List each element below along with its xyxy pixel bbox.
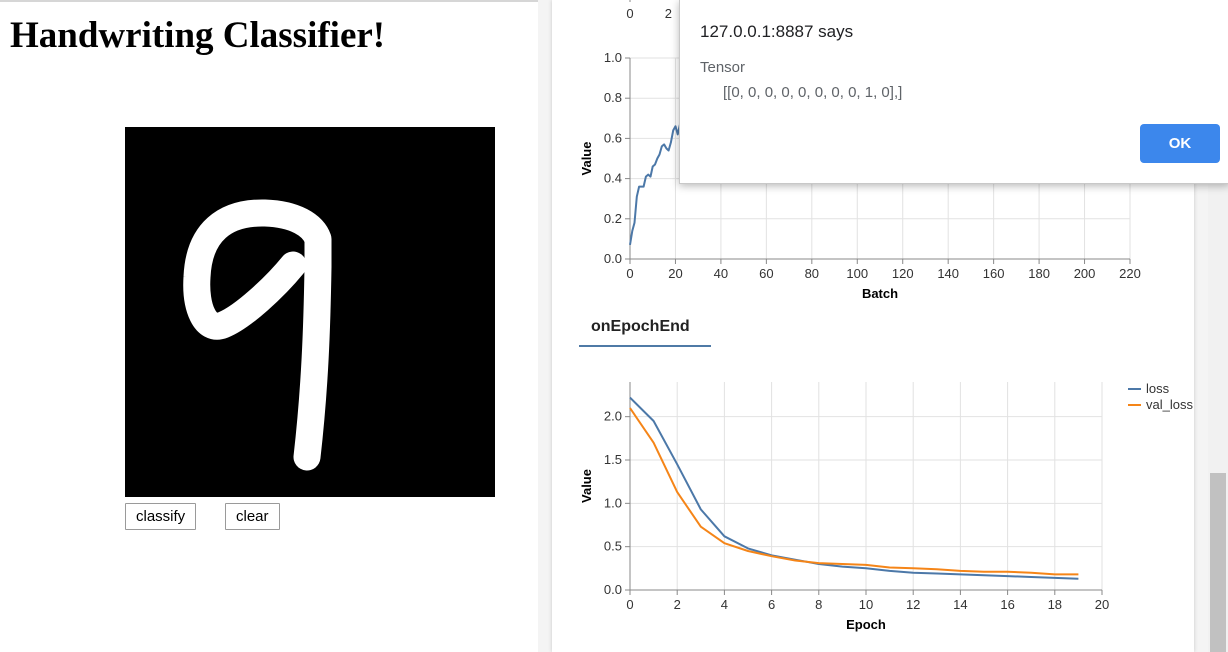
x-tick-label: 12 xyxy=(906,597,920,612)
x-tick-label: 80 xyxy=(805,266,819,281)
page-title: Handwriting Classifier! xyxy=(10,15,386,56)
legend-label-loss: loss xyxy=(1146,381,1170,396)
series-line-loss xyxy=(629,396,1079,580)
dialog-title: 127.0.0.1:8887 says xyxy=(700,22,854,41)
classify-button[interactable]: classify xyxy=(125,503,197,530)
y-tick-label: 1.0 xyxy=(604,50,622,65)
ok-button[interactable]: OK xyxy=(1140,124,1220,163)
x-tick-label: 14 xyxy=(953,597,967,612)
x-tick-label: 120 xyxy=(892,266,914,281)
drawn-digit-stroke: 9 xyxy=(183,199,332,471)
x-tick-label: 20 xyxy=(1095,597,1109,612)
x-tick-label: 40 xyxy=(714,266,728,281)
dialog-message: [[0, 0, 0, 0, 0, 0, 0, 0, 1, 0],] xyxy=(723,84,903,101)
tab-onepochend[interactable]: onEpochEnd xyxy=(591,318,690,335)
y-tick-label: 0.2 xyxy=(604,211,622,226)
y-tick-label: 0.6 xyxy=(604,130,622,145)
legend-label-val_loss: val_loss xyxy=(1146,397,1193,412)
x-axis-title: Epoch xyxy=(846,617,886,632)
dialog-label: Tensor xyxy=(700,59,746,76)
y-tick-label: 2.0 xyxy=(604,409,622,424)
x-tick-label: 10 xyxy=(859,597,873,612)
x-tick-label: 220 xyxy=(1119,266,1141,281)
y-tick-label: 1.5 xyxy=(604,452,622,467)
series-line-val_loss xyxy=(629,407,1079,576)
tab-underline xyxy=(579,345,711,347)
x-tick-label: 4 xyxy=(721,597,728,612)
partial-tick-label: 0 xyxy=(626,6,633,21)
y-axis-title: Value xyxy=(579,469,594,503)
y-tick-label: 0.5 xyxy=(604,539,622,554)
y-tick-label: 0.0 xyxy=(604,251,622,266)
x-tick-label: 6 xyxy=(768,597,775,612)
x-tick-label: 16 xyxy=(1000,597,1014,612)
clear-button[interactable]: clear xyxy=(225,503,280,530)
x-tick-label: 100 xyxy=(846,266,868,281)
x-tick-label: 8 xyxy=(815,597,822,612)
x-tick-label: 20 xyxy=(668,266,682,281)
y-tick-label: 0.8 xyxy=(604,90,622,105)
x-tick-label: 0 xyxy=(626,597,633,612)
x-tick-label: 200 xyxy=(1074,266,1096,281)
x-tick-label: 2 xyxy=(674,597,681,612)
alert-dialog: 127.0.0.1:8887 says Tensor [[0, 0, 0, 0,… xyxy=(679,0,1228,184)
x-axis-title: Batch xyxy=(862,286,898,301)
y-tick-label: 0.4 xyxy=(604,171,622,186)
y-tick-label: 1.0 xyxy=(604,495,622,510)
x-tick-label: 0 xyxy=(626,266,633,281)
epoch-loss-chart: 0 2 4 6 8 10 12 14 16 18 20 0.0 0.5 1.0 1.5 2.0 Epoch Val… xyxy=(579,381,1193,632)
x-tick-label: 180 xyxy=(1028,266,1050,281)
x-tick-label: 18 xyxy=(1048,597,1062,612)
x-tick-label: 60 xyxy=(759,266,773,281)
top-chart-partial: 0 20 xyxy=(626,0,672,21)
scrollbar-thumb[interactable] xyxy=(1210,473,1226,652)
x-tick-label: 140 xyxy=(937,266,959,281)
y-axis-title: Value xyxy=(579,142,594,176)
y-tick-label: 0.0 xyxy=(604,582,622,597)
x-tick-label: 160 xyxy=(983,266,1005,281)
drawing-canvas[interactable]: 9 xyxy=(125,127,495,497)
partial-tick-label: 20 xyxy=(665,6,672,21)
top-divider xyxy=(0,0,540,2)
